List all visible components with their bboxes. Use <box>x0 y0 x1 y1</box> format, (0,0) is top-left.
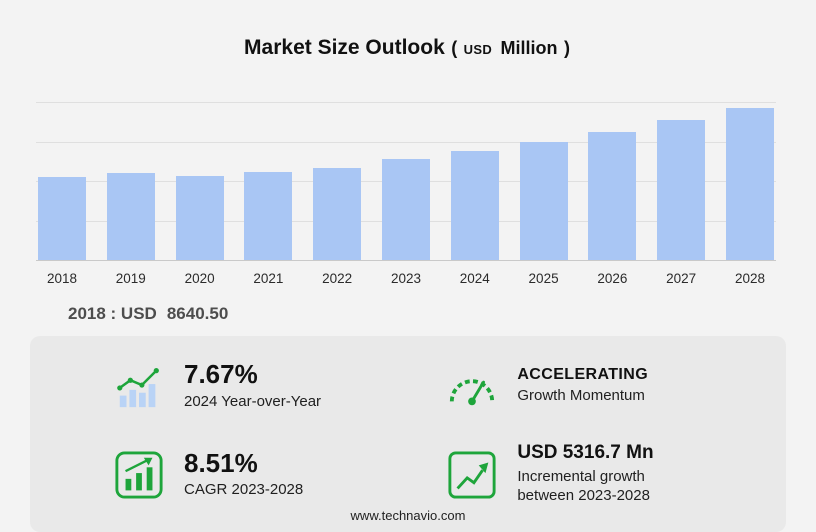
market-size-chart: 2018 2019 2020 2021 2022 2023 2024 2025 2026 2027… <box>36 102 776 286</box>
bar-trend-icon <box>114 361 164 411</box>
chart-title-paren-close: ) <box>563 38 570 58</box>
incremental-label: Incremental growth between 2023-2028 <box>517 468 650 504</box>
stat-cagr: 8.51% CAGR 2023-2028 <box>114 443 447 505</box>
growth-arrow-icon <box>447 450 497 500</box>
base-year-label: 2018 : USD <box>68 304 157 323</box>
x-label-2019: 2019 <box>115 271 146 286</box>
stat-yoy: 7.67% 2024 Year-over-Year <box>114 360 447 411</box>
x-label-2022: 2022 <box>322 271 353 286</box>
bar-slot <box>588 102 637 260</box>
x-label-2028: 2028 <box>734 271 765 286</box>
bar-chart-icon <box>114 450 164 500</box>
bar-2020 <box>175 176 224 260</box>
x-label-2025: 2025 <box>528 271 559 286</box>
bar-slot <box>313 102 362 260</box>
gridline <box>36 141 776 143</box>
yoy-label: 2024 Year-over-Year <box>184 392 322 410</box>
x-label-2024: 2024 <box>459 271 490 286</box>
momentum-value: ACCELERATING <box>517 365 649 383</box>
x-label-2020: 2020 <box>184 271 215 286</box>
chart-title-unit: Million <box>500 38 558 58</box>
bar-slot <box>244 102 293 260</box>
stat-incremental: USD 5316.7 Mn Incremental growth between… <box>447 442 756 505</box>
bar-2019 <box>106 173 155 260</box>
bar-2024 <box>450 151 499 260</box>
chart-title-main: Market Size Outlook <box>244 36 445 59</box>
cagr-value: 8.51% <box>184 447 258 478</box>
bar-2027 <box>657 120 706 260</box>
bar-slot <box>450 102 499 260</box>
base-year-callout: 2018 : USD 8640.50 <box>68 304 816 324</box>
x-label-2027: 2027 <box>666 271 697 286</box>
incremental-value: USD 5316.7 Mn <box>517 442 654 464</box>
footer-url: www.technavio.com <box>350 508 466 523</box>
bar-slot <box>725 102 774 260</box>
bar-2026 <box>588 131 637 260</box>
gridline <box>36 102 776 103</box>
yoy-value: 7.67% <box>184 359 258 389</box>
momentum-label: Growth Momentum <box>517 387 645 405</box>
plot-area <box>36 102 776 261</box>
stats-panel: 7.67% 2024 Year-over-Year ACCELERATING G… <box>30 336 786 532</box>
x-label-2026: 2026 <box>597 271 628 286</box>
base-year-value: 8640.50 <box>166 304 229 323</box>
chart-title: Market Size Outlook ( USD Million ) <box>0 0 816 60</box>
bar-slot <box>38 102 86 260</box>
bar-slot <box>381 102 430 260</box>
bar-2023 <box>381 159 430 260</box>
x-labels: 2018 2019 2020 2021 2022 2023 2024 2025 2026 2027… <box>36 271 776 286</box>
stat-momentum: ACCELERATING Growth Momentum <box>447 360 756 411</box>
speedometer-icon <box>447 366 497 406</box>
x-label-2023: 2023 <box>390 271 421 286</box>
chart-title-paren-open: ( <box>451 38 458 58</box>
bars <box>36 102 776 260</box>
bar-2022 <box>313 168 362 260</box>
x-label-2018: 2018 <box>46 271 78 286</box>
bar-2025 <box>519 141 568 260</box>
bar-slot <box>519 102 568 260</box>
chart-title-currency: USD <box>463 42 493 57</box>
x-label-2021: 2021 <box>253 271 284 286</box>
bar-2021 <box>244 172 293 260</box>
bar-slot <box>106 102 155 260</box>
bar-slot <box>175 102 224 260</box>
cagr-label: CAGR 2023-2028 <box>184 481 304 499</box>
bar-2018 <box>38 177 86 260</box>
bar-slot <box>657 102 706 260</box>
bar-2028 <box>725 108 774 260</box>
